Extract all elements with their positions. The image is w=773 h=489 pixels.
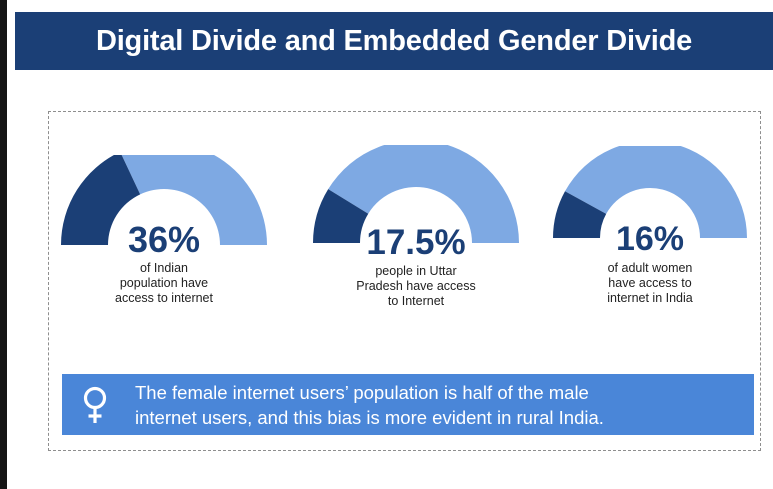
header-bar: Digital Divide and Embedded Gender Divid…: [15, 12, 773, 70]
gauge-chart: [553, 146, 747, 238]
female-symbol-icon: [83, 386, 107, 423]
gauge-remaining-arc: [565, 146, 747, 238]
gauge-indian-population: 36% of Indian population have access to …: [60, 155, 268, 325]
gauge-value: 36%: [127, 219, 201, 260]
gauge-description-line: have access to: [608, 276, 692, 290]
stats-panel: [48, 111, 761, 451]
gauge-filled-arc: [553, 191, 607, 238]
gauge-chart: [61, 155, 267, 245]
banner-text: The female internet users’ population is…: [135, 380, 745, 430]
banner-text-line: The female internet users’ population is…: [135, 382, 589, 403]
insight-banner: The female internet users’ population is…: [62, 374, 754, 435]
gauge-description: of adult women have access to internet i…: [552, 261, 748, 306]
gauge-description-line: population have: [119, 276, 209, 290]
left-border: [0, 0, 7, 489]
gauge-uttar-pradesh: 17.5% people in Uttar Pradesh have acces…: [312, 145, 520, 325]
gauge-description-line: of Indian: [140, 261, 188, 275]
gauge-remaining-arc: [121, 155, 267, 245]
gauge-description-line: access to internet: [115, 291, 213, 305]
gauge-description-line: people in Uttar: [375, 264, 457, 278]
gauge-filled-arc: [313, 189, 369, 243]
gauge-description-line: of adult women: [607, 261, 693, 275]
page-title: Digital Divide and Embedded Gender Divid…: [95, 25, 693, 57]
gauge-value: 16%: [615, 220, 685, 258]
gauge-adult-women: 16% of adult women have access to intern…: [552, 146, 748, 326]
gauge-description: people in Uttar Pradesh have access to I…: [312, 264, 520, 309]
gauge-description-line: Pradesh have access: [356, 279, 476, 293]
gauge-description: of Indian population have access to inte…: [60, 261, 268, 306]
gauge-filled-arc: [61, 155, 141, 245]
gauge-chart: [313, 145, 519, 243]
gauge-description-line: internet in India: [607, 291, 693, 305]
banner-text-line: internet users, and this bias is more ev…: [135, 407, 604, 428]
gauge-description-line: to Internet: [387, 294, 445, 308]
gauge-value: 17.5%: [366, 223, 466, 262]
gauge-remaining-arc: [328, 145, 519, 243]
